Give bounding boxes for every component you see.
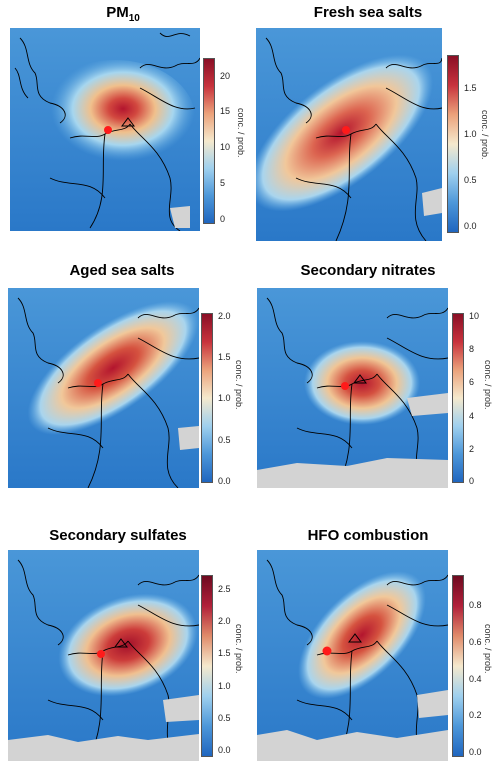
tick-label: 1.0 [218, 393, 231, 403]
tick-label: 0.5 [464, 175, 477, 185]
map-pm10 [10, 28, 200, 231]
colorbar-label: conc. / prob. [234, 360, 244, 410]
map-fresh-sea-salts [256, 28, 442, 241]
tick-label: 0.4 [469, 674, 482, 684]
tick-label: 0.0 [469, 747, 482, 757]
panel-title-subscript: 10 [128, 13, 140, 24]
tick-label: 2.5 [218, 584, 231, 594]
tick-label: 0.0 [464, 221, 477, 231]
panel-title-text: Aged sea salts [69, 262, 175, 279]
panel-title-text: PM [106, 4, 129, 21]
tick-label: 15 [220, 106, 231, 116]
panel-title-text: Fresh sea salts [313, 4, 423, 21]
colorbar-hfo-combustion [452, 575, 464, 757]
panel-title-aged-sea-salts: Aged sea salts [69, 262, 174, 279]
tick-label: 2.0 [218, 311, 231, 321]
tick-label: 2 [469, 444, 475, 454]
tick-label: 0.0 [218, 476, 231, 486]
colorbar-label: conc. / prob. [483, 360, 493, 410]
tick-label: 0 [469, 476, 475, 486]
tick-label: 10 [469, 311, 480, 321]
panel-title-text: Secondary nitrates [300, 262, 436, 279]
tick-label: 0.8 [469, 600, 482, 610]
colorbar-fresh-sea-salts [447, 55, 459, 233]
colorbar-label: conc. / prob. [480, 110, 490, 160]
map-secondary-sulfates [8, 550, 199, 761]
tick-label: 0.5 [218, 713, 231, 723]
tick-label: 1.5 [464, 83, 477, 93]
tick-label: 1.5 [218, 648, 231, 658]
colorbar-label: conc. / prob. [234, 624, 244, 674]
map-hfo-combustion [257, 550, 448, 761]
tick-label: 0.0 [218, 745, 231, 755]
tick-label: 2.0 [218, 616, 231, 626]
panel-title-text: Secondary sulfates [49, 527, 187, 544]
tick-label: 4 [469, 411, 475, 421]
panel-title-pm10: PM10 [106, 4, 140, 24]
tick-label: 5 [220, 178, 226, 188]
tick-label: 1.0 [464, 129, 477, 139]
tick-label: 6 [469, 377, 475, 387]
tick-label: 10 [220, 142, 231, 152]
map-aged-sea-salts [8, 288, 199, 488]
tick-label: 8 [469, 344, 475, 354]
colorbar-label: conc. / prob. [483, 624, 493, 674]
panel-title-secondary-sulfates: Secondary sulfates [49, 527, 187, 544]
tick-label: 0 [220, 214, 226, 224]
panel-title-text: HFO combustion [307, 527, 429, 544]
panel-title-hfo-combustion: HFO combustion [308, 527, 429, 544]
tick-label: 0.6 [469, 637, 482, 647]
tick-label: 1.0 [218, 681, 231, 691]
tick-label: 20 [220, 71, 231, 81]
colorbar-secondary-sulfates [201, 575, 213, 757]
panel-title-fresh-sea-salts: Fresh sea salts [314, 4, 422, 21]
colorbar-pm10 [203, 58, 215, 224]
tick-label: 0.2 [469, 710, 482, 720]
tick-label: 0.5 [218, 435, 231, 445]
panel-title-secondary-nitrates: Secondary nitrates [300, 262, 435, 279]
colorbar-aged-sea-salts [201, 313, 213, 483]
tick-label: 1.5 [218, 352, 231, 362]
colorbar-label: conc. / prob. [236, 108, 246, 158]
map-secondary-nitrates [257, 288, 448, 488]
colorbar-secondary-nitrates [452, 313, 464, 483]
